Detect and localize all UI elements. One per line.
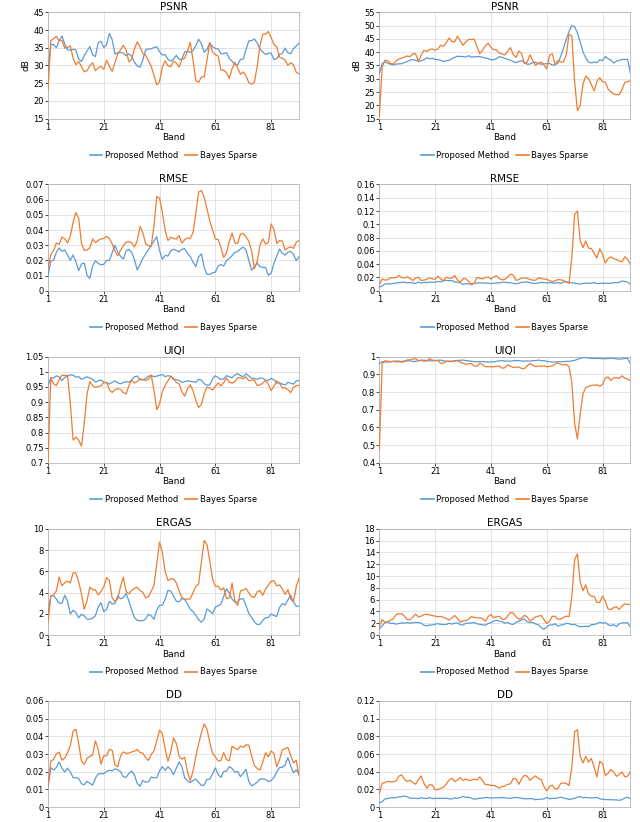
X-axis label: Band: Band [493,305,516,314]
Title: DD: DD [166,690,182,700]
Title: RMSE: RMSE [490,173,520,183]
X-axis label: Band: Band [162,478,185,487]
Y-axis label: dB: dB [21,59,31,72]
Legend: Proposed Method, Bayes Sparse: Proposed Method, Bayes Sparse [418,664,592,680]
Title: DD: DD [497,690,513,700]
X-axis label: Band: Band [493,133,516,142]
Title: UIQI: UIQI [494,346,516,356]
Title: ERGAS: ERGAS [156,518,191,528]
Title: UIQI: UIQI [163,346,184,356]
Title: RMSE: RMSE [159,173,188,183]
Legend: Proposed Method, Bayes Sparse: Proposed Method, Bayes Sparse [418,492,592,508]
X-axis label: Band: Band [493,478,516,487]
Legend: Proposed Method, Bayes Sparse: Proposed Method, Bayes Sparse [86,492,260,508]
Legend: Proposed Method, Bayes Sparse: Proposed Method, Bayes Sparse [86,148,260,164]
Legend: Proposed Method, Bayes Sparse: Proposed Method, Bayes Sparse [418,320,592,335]
Y-axis label: dB: dB [353,59,362,72]
X-axis label: Band: Band [162,133,185,142]
Legend: Proposed Method, Bayes Sparse: Proposed Method, Bayes Sparse [86,320,260,335]
Title: PSNR: PSNR [491,2,519,12]
X-axis label: Band: Band [493,649,516,658]
X-axis label: Band: Band [162,649,185,658]
Title: ERGAS: ERGAS [487,518,523,528]
Legend: Proposed Method, Bayes Sparse: Proposed Method, Bayes Sparse [86,664,260,680]
Legend: Proposed Method, Bayes Sparse: Proposed Method, Bayes Sparse [418,148,592,164]
X-axis label: Band: Band [162,305,185,314]
Title: PSNR: PSNR [159,2,188,12]
